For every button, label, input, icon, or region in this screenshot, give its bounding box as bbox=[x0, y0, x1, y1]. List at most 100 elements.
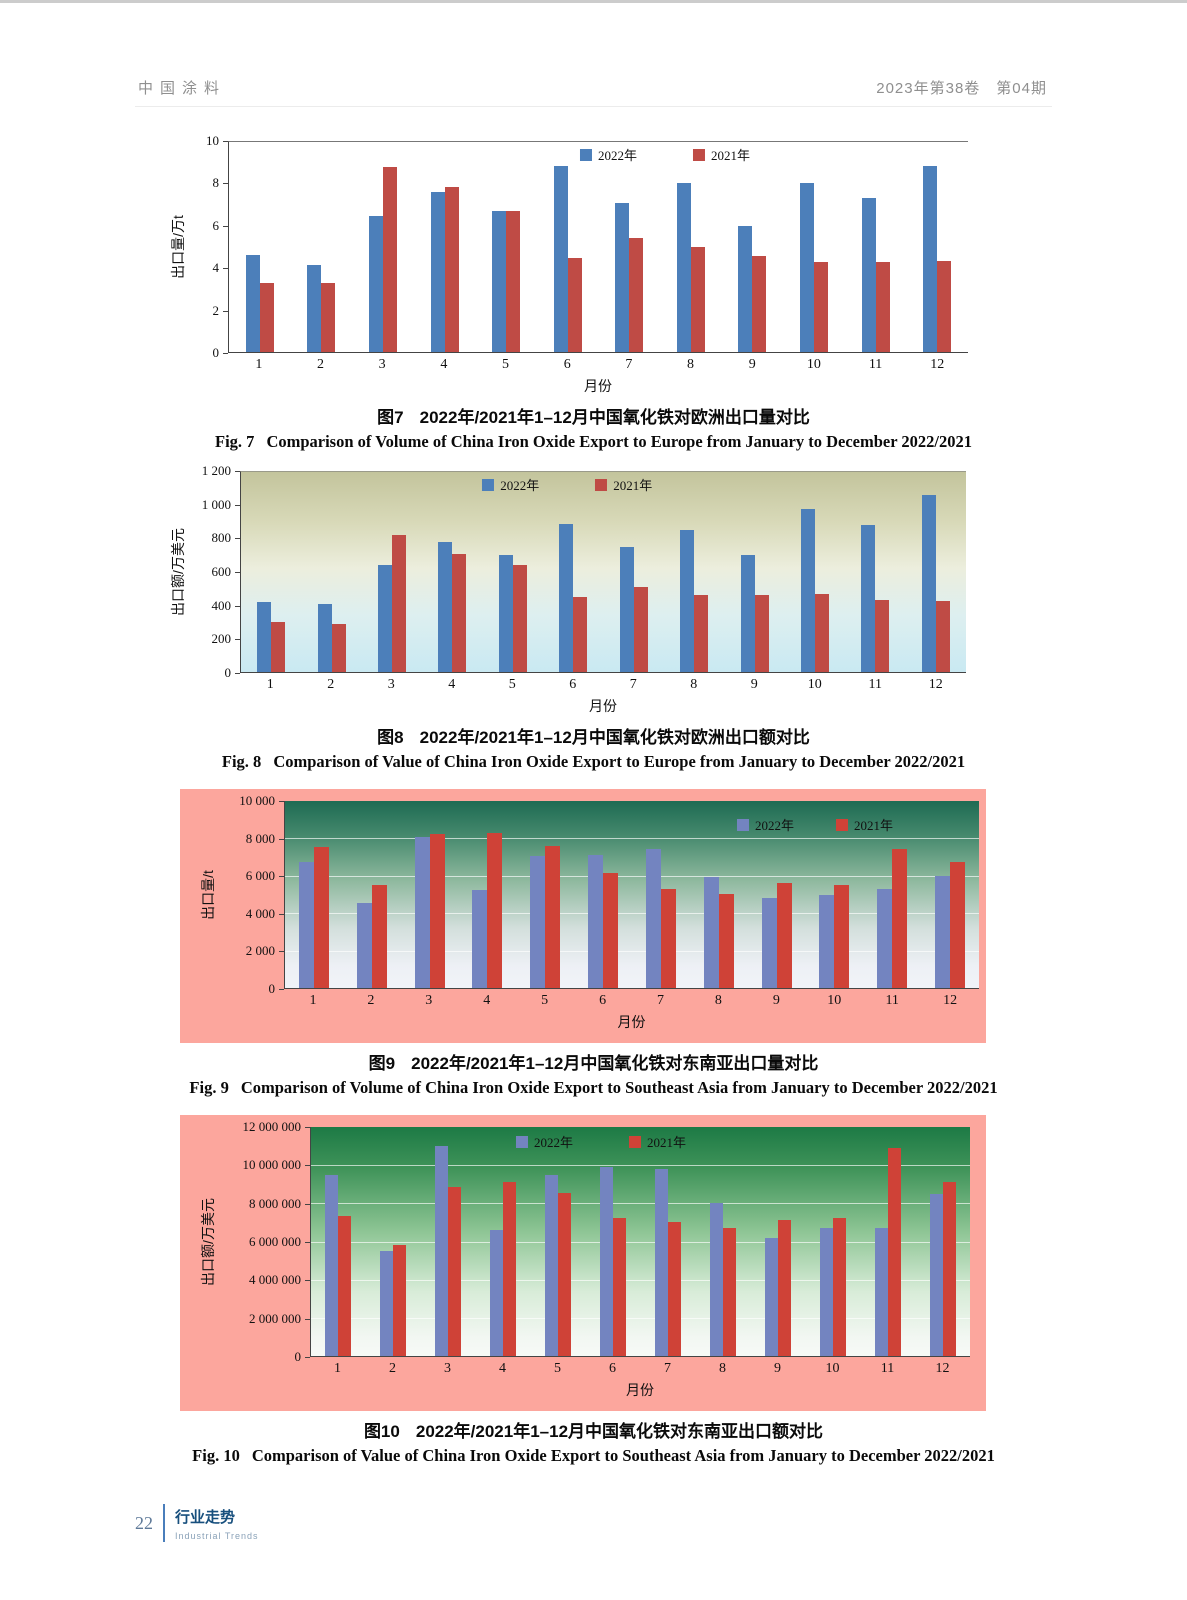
figure-10-chart: 出口额/万美元 12 000 000 10 000 000 8 000 000 6 0… bbox=[196, 1119, 986, 1401]
bar-group-month-12 bbox=[915, 1127, 970, 1356]
x-tick-label: 3 bbox=[425, 993, 433, 1008]
bar-2022年 bbox=[703, 876, 719, 988]
bar-2021年 bbox=[313, 846, 329, 988]
bar-group-month-11 bbox=[845, 142, 907, 352]
y-axis-title: 出口量/万t bbox=[170, 215, 186, 279]
legend-label: 2022年 bbox=[754, 818, 794, 833]
bar-group-month-10 bbox=[783, 142, 845, 352]
x-tick-label: 3 bbox=[378, 357, 386, 372]
issue-info: 2023年第38卷 第04期 bbox=[876, 80, 1047, 97]
y-tick-label: 2 000 bbox=[245, 943, 275, 959]
bar-group-month-1 bbox=[229, 142, 291, 352]
bar-group-month-1 bbox=[285, 801, 343, 988]
x-tick-label: 9 bbox=[750, 677, 758, 692]
figure-9-text-cn: 2022年/2021年1–12月中国氧化铁对东南亚出口量对比 bbox=[411, 1054, 819, 1073]
y-tick-mark bbox=[305, 1127, 310, 1128]
figure-10-text-cn: 2022年/2021年1–12月中国氧化铁对东南亚出口额对比 bbox=[415, 1422, 824, 1441]
bar-2021年 bbox=[545, 845, 561, 988]
x-tick-label: 7 bbox=[664, 1361, 671, 1376]
y-tick-mark bbox=[305, 1357, 310, 1358]
bar-2021年 bbox=[694, 595, 709, 672]
bar-2021年 bbox=[667, 1222, 681, 1356]
bar-2022年 bbox=[498, 555, 513, 672]
bar-group-month-8 bbox=[660, 142, 722, 352]
bar-2022年 bbox=[380, 1251, 394, 1356]
bar-group-month-8 bbox=[695, 1127, 750, 1356]
figure-7-caption-cn: 图7 2022年/2021年1–12月中国氧化铁对欧洲出口量对比 bbox=[0, 406, 1187, 430]
bar-2022年 bbox=[430, 192, 445, 352]
gridline bbox=[311, 1317, 970, 1319]
x-tick-label: 11 bbox=[885, 993, 899, 1008]
legend-swatch bbox=[835, 818, 848, 831]
figure-9-label-en: Fig. 9 bbox=[189, 1078, 229, 1097]
bar-2022年 bbox=[680, 530, 695, 672]
y-tick-mark bbox=[305, 1165, 310, 1167]
y-tick-label: 600 bbox=[211, 564, 232, 579]
y-tick-label: 12 000 000 bbox=[242, 1119, 302, 1134]
x-tick-label: 8 bbox=[687, 357, 695, 372]
y-tick-mark bbox=[235, 639, 240, 641]
bar-2022年 bbox=[615, 202, 630, 352]
x-tick-label: 1 bbox=[309, 993, 317, 1008]
gridline bbox=[311, 1241, 970, 1243]
bar-2022年 bbox=[600, 1167, 614, 1356]
y-tick-mark bbox=[305, 1242, 310, 1243]
bar-2022年 bbox=[676, 182, 691, 352]
bar-2022年 bbox=[438, 542, 453, 672]
x-tick-label: 4 bbox=[483, 993, 491, 1008]
x-tick-label: 4 bbox=[448, 677, 456, 692]
bar-2022年 bbox=[492, 211, 507, 352]
y-tick-mark bbox=[235, 572, 240, 573]
bar-2022年 bbox=[929, 1193, 943, 1356]
legend-label: 2022年 bbox=[597, 148, 637, 163]
bar-group-month-1 bbox=[311, 1127, 366, 1356]
x-axis: 1 2 3 4 5 6 7 8 9 10 11 12 bbox=[228, 353, 968, 375]
legend-label: 2021年 bbox=[711, 148, 751, 163]
x-tick-label: 5 bbox=[541, 993, 549, 1008]
x-tick-label: 4 bbox=[440, 357, 448, 372]
x-axis-title: 月份 bbox=[584, 378, 612, 394]
y-tick-label: 0 bbox=[294, 1349, 302, 1364]
bar-2022年 bbox=[619, 547, 634, 672]
bar-2022年 bbox=[819, 895, 835, 988]
bar-2021年 bbox=[558, 1192, 572, 1356]
x-tick-label: 5 bbox=[554, 1361, 561, 1376]
bar-2021年 bbox=[512, 565, 527, 672]
y-tick-mark bbox=[223, 141, 228, 142]
y-axis-title-column: 出口额/万美元 bbox=[166, 471, 190, 673]
y-tick-mark bbox=[279, 801, 284, 802]
bar-group-month-9 bbox=[748, 801, 806, 988]
bar-2021年 bbox=[815, 593, 829, 672]
gridline bbox=[285, 913, 979, 915]
bar-2022年 bbox=[356, 902, 372, 988]
bar-group-month-11 bbox=[845, 472, 905, 672]
bar-2021年 bbox=[935, 601, 950, 672]
y-tick-mark bbox=[279, 838, 284, 840]
bar-2021年 bbox=[259, 282, 274, 352]
x-tick-label: 1 bbox=[255, 357, 263, 372]
legend: 2022年 2021年 bbox=[515, 1132, 686, 1151]
header-divider bbox=[135, 106, 1052, 107]
footer-divider bbox=[163, 1504, 165, 1542]
bar-2022年 bbox=[530, 856, 546, 988]
bar-group-month-9 bbox=[750, 1127, 805, 1356]
figure-7-text-cn: 2022年/2021年1–12月中国氧化铁对欧洲出口量对比 bbox=[419, 408, 810, 427]
bar-2021年 bbox=[722, 1228, 736, 1356]
bar-2021年 bbox=[690, 247, 705, 352]
bar-2022年 bbox=[819, 1228, 833, 1356]
x-tick-label: 6 bbox=[599, 993, 607, 1008]
bar-2022年 bbox=[368, 215, 383, 352]
legend: 2022年 2021年 bbox=[736, 815, 893, 834]
bar-2022年 bbox=[709, 1203, 723, 1356]
figure-7-chart: 出口量/万t 10 8 6 4 2 0 2022年 2021年 1 2 3 4 5 6 7 8 9 10 11 1… bbox=[166, 133, 1187, 397]
bar-2021年 bbox=[371, 885, 387, 988]
figure-7-caption-en: Fig. 7 Comparison of Volume of China Iron… bbox=[0, 430, 1187, 453]
y-tick-label: 6 bbox=[212, 217, 220, 233]
x-tick-label: 9 bbox=[772, 993, 780, 1008]
x-tick-label: 12 bbox=[935, 1361, 950, 1376]
legend-label: 2021年 bbox=[646, 1135, 686, 1150]
plot-area: 2022年 2021年 bbox=[284, 801, 979, 989]
y-tick-label: 0 bbox=[268, 981, 276, 996]
figure-10-label-en: Fig. 10 bbox=[192, 1446, 240, 1465]
